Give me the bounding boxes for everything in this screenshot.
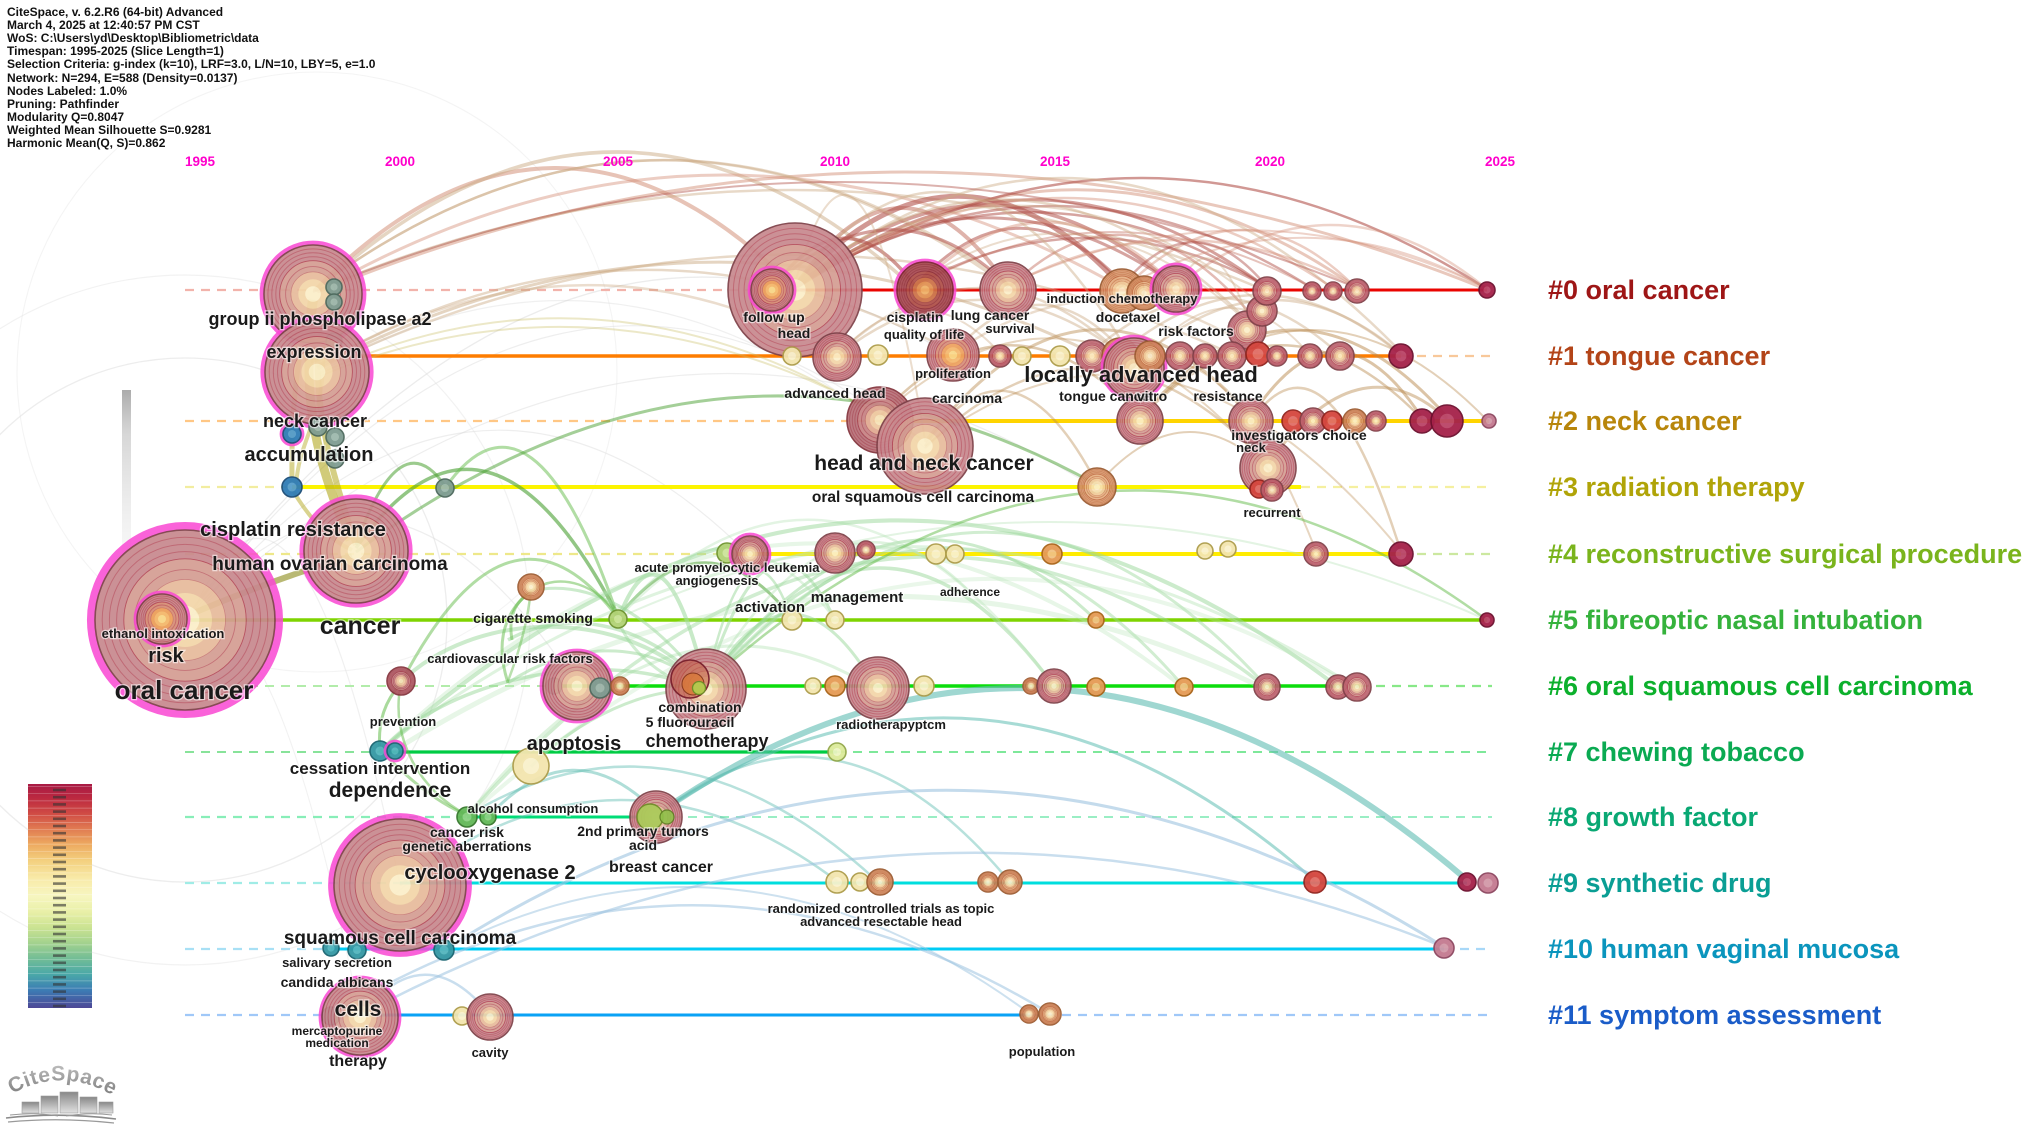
- svg-text:Nodes Labeled: 1.0%: Nodes Labeled: 1.0%: [7, 84, 127, 98]
- svg-text:salivary secretion: salivary secretion: [282, 955, 392, 970]
- svg-text:medication: medication: [305, 1036, 368, 1050]
- svg-text:breast cancer: breast cancer: [609, 859, 713, 876]
- svg-text:adherence: adherence: [940, 585, 1000, 599]
- svg-text:cyclooxygenase 2: cyclooxygenase 2: [404, 862, 575, 884]
- svg-text:cancer: cancer: [320, 612, 401, 640]
- svg-text:#1 tongue cancer: #1 tongue cancer: [1548, 341, 1771, 371]
- svg-text:advanced resectable head: advanced resectable head: [800, 914, 962, 929]
- svg-text:human ovarian carcinoma: human ovarian carcinoma: [212, 554, 448, 575]
- svg-text:locally advanced head: locally advanced head: [1024, 362, 1258, 387]
- svg-text:activation: activation: [735, 599, 805, 616]
- svg-text:Selection Criteria: g-index (k: Selection Criteria: g-index (k=10), LRF=…: [7, 57, 376, 71]
- svg-text:chemotherapy: chemotherapy: [645, 731, 768, 751]
- svg-text:quality of life: quality of life: [884, 327, 964, 342]
- svg-text:acute promyelocytic leukemia: acute promyelocytic leukemia: [635, 560, 821, 575]
- svg-text:oral cancer: oral cancer: [115, 675, 254, 705]
- svg-text:vitro: vitro: [1137, 388, 1167, 404]
- svg-text:CiteSpace, v. 6.2.R6 (64-bit): CiteSpace, v. 6.2.R6 (64-bit) Advanced: [7, 5, 223, 19]
- svg-text:neck: neck: [1236, 440, 1266, 455]
- svg-text:population: population: [1009, 1044, 1075, 1059]
- svg-text:1995: 1995: [185, 154, 216, 169]
- svg-text:2nd primary tumors: 2nd primary tumors: [577, 823, 709, 839]
- svg-text:alcohol consumption: alcohol consumption: [468, 801, 599, 816]
- svg-text:squamous cell carcinoma: squamous cell carcinoma: [284, 928, 517, 949]
- svg-text:head: head: [778, 325, 811, 341]
- svg-text:cavity: cavity: [472, 1045, 510, 1060]
- svg-text:#2 neck cancer: #2 neck cancer: [1548, 406, 1742, 436]
- svg-text:#0 oral cancer: #0 oral cancer: [1548, 275, 1730, 305]
- svg-text:head and neck cancer: head and neck cancer: [814, 452, 1033, 475]
- svg-text:March 4, 2025 at 12:40:57 PM C: March 4, 2025 at 12:40:57 PM CST: [7, 18, 200, 32]
- svg-text:randomized controlled trials a: randomized controlled trials as topic: [768, 901, 995, 916]
- svg-text:#11 symptom assessment: #11 symptom assessment: [1548, 1000, 1881, 1030]
- svg-text:recurrent: recurrent: [1243, 505, 1301, 520]
- svg-text:accumulation: accumulation: [245, 444, 374, 466]
- svg-text:#8 growth factor: #8 growth factor: [1548, 802, 1759, 832]
- svg-text:therapy: therapy: [329, 1053, 387, 1070]
- svg-text:follow up: follow up: [743, 309, 804, 325]
- svg-text:angiogenesis: angiogenesis: [675, 573, 758, 588]
- svg-text:#7 chewing tobacco: #7 chewing tobacco: [1548, 737, 1805, 767]
- svg-text:mercaptopurine: mercaptopurine: [292, 1024, 383, 1038]
- svg-text:lung cancer: lung cancer: [951, 307, 1030, 323]
- svg-text:Pruning: Pathfinder: Pruning: Pathfinder: [7, 97, 119, 111]
- svg-text:2020: 2020: [1255, 154, 1285, 169]
- svg-text:cigarette smoking: cigarette smoking: [473, 610, 593, 626]
- svg-text:induction chemotherapy: induction chemotherapy: [1047, 291, 1199, 306]
- svg-text:tongue cancer: tongue cancer: [1059, 388, 1155, 404]
- svg-text:WoS: C:\Users\yd\Desktop\Bibli: WoS: C:\Users\yd\Desktop\Bibliometric\da…: [7, 31, 259, 45]
- svg-text:cisplatin resistance: cisplatin resistance: [200, 519, 386, 541]
- svg-text:candida albicans: candida albicans: [281, 974, 394, 990]
- svg-text:proliferation: proliferation: [915, 366, 991, 381]
- svg-text:Timespan: 1995-2025 (Slice Len: Timespan: 1995-2025 (Slice Length=1): [7, 44, 224, 58]
- svg-text:risk factors: risk factors: [1158, 323, 1234, 339]
- svg-text:Weighted Mean Silhouette S=0.9: Weighted Mean Silhouette S=0.9281: [7, 123, 211, 137]
- svg-text:survival: survival: [985, 321, 1034, 336]
- svg-text:acid: acid: [629, 837, 657, 853]
- svg-text:#3 radiation therapy: #3 radiation therapy: [1548, 472, 1805, 502]
- svg-text:group ii phospholipase a2: group ii phospholipase a2: [208, 309, 431, 329]
- svg-text:2005: 2005: [603, 154, 634, 169]
- svg-text:risk: risk: [148, 645, 184, 667]
- svg-text:resistance: resistance: [1193, 388, 1262, 404]
- svg-text:2000: 2000: [385, 154, 415, 169]
- svg-text:cells: cells: [335, 998, 382, 1021]
- svg-text:investigators choice: investigators choice: [1231, 427, 1367, 443]
- svg-text:#6 oral squamous cell carcinom: #6 oral squamous cell carcinoma: [1548, 671, 1974, 701]
- svg-text:advanced head: advanced head: [784, 385, 885, 401]
- svg-text:carcinoma: carcinoma: [932, 390, 1002, 406]
- svg-text:cancer risk: cancer risk: [430, 824, 504, 840]
- svg-text:docetaxel: docetaxel: [1096, 309, 1161, 325]
- svg-text:apoptosis: apoptosis: [527, 733, 621, 755]
- svg-text:cisplatin: cisplatin: [887, 309, 944, 325]
- svg-text:expression: expression: [266, 342, 361, 362]
- svg-text:dependence: dependence: [329, 779, 452, 802]
- svg-text:cardiovascular risk factors: cardiovascular risk factors: [427, 651, 592, 666]
- svg-text:5 fluorouracil: 5 fluorouracil: [646, 714, 735, 730]
- svg-text:management: management: [811, 589, 904, 606]
- svg-text:Harmonic Mean(Q, S)=0.862: Harmonic Mean(Q, S)=0.862: [7, 136, 166, 150]
- svg-text:2015: 2015: [1040, 154, 1071, 169]
- svg-text:2025: 2025: [1485, 154, 1516, 169]
- svg-text:cessation intervention: cessation intervention: [290, 759, 470, 778]
- svg-text:Network: N=294, E=588 (Density: Network: N=294, E=588 (Density=0.0137): [7, 71, 237, 85]
- svg-text:ethanol intoxication: ethanol intoxication: [102, 626, 225, 641]
- svg-text:radiotherapyptcm: radiotherapyptcm: [836, 717, 946, 732]
- svg-text:genetic aberrations: genetic aberrations: [402, 838, 531, 854]
- svg-text:2010: 2010: [820, 154, 850, 169]
- svg-text:#10 human vaginal mucosa: #10 human vaginal mucosa: [1548, 934, 1900, 964]
- svg-text:#4 reconstructive surgical pro: #4 reconstructive surgical procedure: [1548, 539, 2022, 569]
- svg-text:#9 synthetic drug: #9 synthetic drug: [1548, 868, 1772, 898]
- svg-text:combination: combination: [658, 699, 741, 715]
- svg-text:Modularity Q=0.8047: Modularity Q=0.8047: [7, 110, 124, 124]
- svg-text:#5 fibreoptic nasal intubation: #5 fibreoptic nasal intubation: [1548, 605, 1923, 635]
- svg-text:prevention: prevention: [370, 714, 437, 729]
- svg-text:neck cancer: neck cancer: [263, 411, 367, 431]
- svg-text:oral squamous cell carcinoma: oral squamous cell carcinoma: [812, 489, 1035, 506]
